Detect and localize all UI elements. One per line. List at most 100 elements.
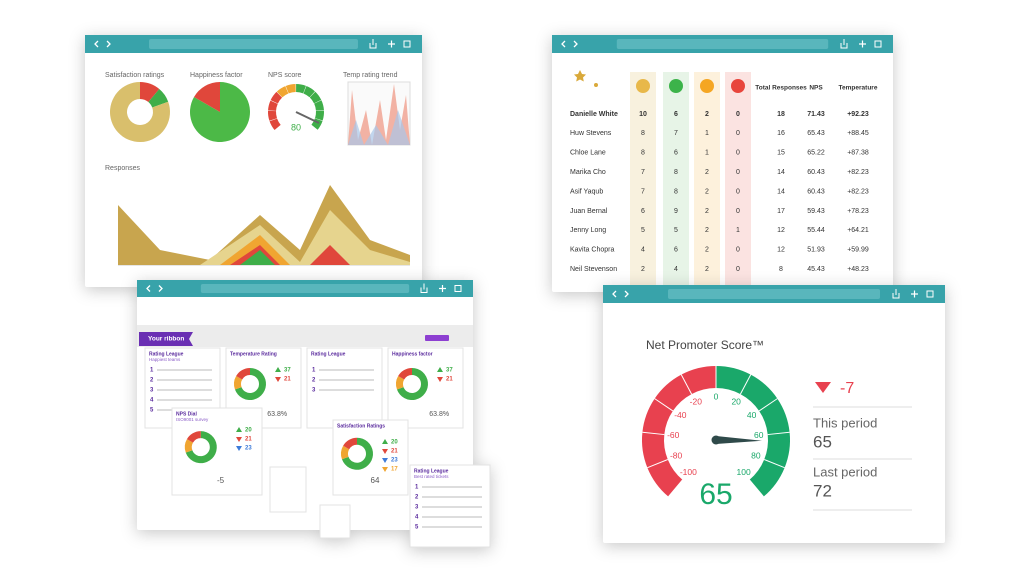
period-value: 72 — [813, 481, 832, 500]
forward-button[interactable] — [573, 40, 578, 48]
value-cell: +48.23 — [847, 266, 869, 273]
value-cell: 12 — [777, 227, 785, 234]
stat-arrow — [437, 377, 443, 382]
stat-arrow — [236, 446, 242, 451]
new-tab-icon[interactable] — [859, 40, 866, 48]
value-cell: 0 — [736, 169, 740, 176]
gauge-segment — [314, 100, 324, 111]
value-cell: 2 — [705, 188, 709, 195]
widget-title: Satisfaction Ratings — [337, 423, 385, 429]
gauge-tick — [668, 479, 683, 498]
donut — [398, 368, 412, 380]
donut — [184, 439, 194, 453]
rating-icon — [731, 79, 745, 93]
value-cell: 45.43 — [807, 266, 825, 273]
value-cell: 51.93 — [807, 247, 825, 254]
gauge-tick — [739, 374, 752, 395]
share-icon[interactable] — [892, 289, 900, 299]
ribbon-button[interactable] — [425, 335, 449, 341]
address-bar[interactable] — [149, 39, 358, 49]
donut — [341, 437, 373, 470]
value-cell: 4 — [641, 247, 645, 254]
rank: 5 — [150, 408, 154, 414]
star-dot — [594, 83, 598, 87]
stat-value: 23 — [391, 458, 398, 464]
pie-segment — [194, 82, 220, 112]
ribbon-band — [137, 325, 473, 347]
stat-value: 37 — [446, 368, 453, 374]
value-cell: 7 — [674, 130, 678, 137]
donut-segment — [110, 82, 170, 142]
address-bar[interactable] — [616, 39, 829, 49]
name-cell: Asif Yaqub — [570, 188, 603, 195]
stat-value: 21 — [391, 449, 398, 455]
value-cell: 0 — [736, 111, 740, 118]
column-header: Temperature — [839, 85, 878, 92]
back-button[interactable] — [94, 40, 99, 48]
mini-card — [319, 504, 351, 539]
back-button[interactable] — [612, 290, 617, 298]
value-cell: 18 — [777, 111, 785, 118]
value-cell: 6 — [674, 247, 678, 254]
address-bar[interactable] — [200, 284, 410, 293]
gauge-segment — [681, 366, 716, 395]
value-cell: 4 — [674, 266, 678, 273]
tabs-icon[interactable] — [403, 40, 411, 48]
name-cell: Huw Stevens — [570, 130, 612, 137]
rank: 3 — [312, 388, 316, 394]
value-cell: 2 — [705, 247, 709, 254]
donut — [396, 376, 405, 390]
share-icon[interactable] — [840, 39, 848, 49]
widget-title: NPS Dial — [176, 411, 197, 417]
address-bar[interactable] — [667, 289, 881, 299]
widget-subtitle: Happiest teams — [149, 357, 181, 362]
value-cell: 8 — [674, 169, 678, 176]
forward-button[interactable] — [106, 40, 111, 48]
new-tab-icon[interactable] — [439, 285, 446, 292]
forward-button[interactable] — [158, 285, 163, 292]
stat-arrow — [382, 439, 388, 444]
score: -5 — [217, 476, 225, 485]
tabs-icon[interactable] — [454, 285, 462, 292]
stat-value: 21 — [245, 437, 252, 443]
stars — [574, 70, 586, 82]
share-icon[interactable] — [369, 39, 377, 49]
share-icon[interactable] — [420, 283, 428, 293]
stat-arrow — [382, 467, 388, 472]
response-area — [240, 250, 275, 265]
widget-subtitle: Best rated tickets — [414, 474, 449, 479]
donut — [234, 376, 243, 390]
new-tab-icon[interactable] — [388, 40, 395, 48]
value-cell: +59.99 — [847, 247, 869, 254]
tabs-icon[interactable] — [926, 290, 934, 298]
forward-button[interactable] — [624, 290, 629, 298]
value-cell: +64.21 — [847, 227, 869, 234]
value-cell: 2 — [641, 266, 645, 273]
stat-arrow — [382, 458, 388, 463]
stat-value: 37 — [284, 368, 291, 374]
value-cell: 59.43 — [807, 208, 825, 215]
pie-segment — [190, 82, 251, 143]
new-tab-icon[interactable] — [911, 290, 918, 298]
donut — [185, 431, 217, 464]
value-cell: 8 — [641, 130, 645, 137]
gauge-tick — [654, 398, 674, 412]
name-cell: Danielle White — [570, 111, 618, 118]
gauge-value: 80 — [291, 122, 301, 132]
widget-title: Happiness factor — [392, 351, 433, 357]
value-cell: 0 — [736, 266, 740, 273]
stat-value: 20 — [391, 440, 398, 446]
tabs-icon[interactable] — [874, 40, 882, 48]
back-button[interactable] — [146, 285, 151, 292]
back-button[interactable] — [561, 40, 566, 48]
rank: 4 — [415, 515, 419, 521]
stat-value: 21 — [284, 377, 291, 383]
widget-title: Temperature Rating — [230, 351, 277, 357]
gauge-segment — [647, 459, 683, 497]
rank: 3 — [415, 505, 419, 511]
widget-title: Rating League — [311, 351, 346, 357]
rank: 1 — [415, 485, 419, 491]
widget-card — [306, 347, 383, 429]
value-cell: 2 — [705, 266, 709, 273]
